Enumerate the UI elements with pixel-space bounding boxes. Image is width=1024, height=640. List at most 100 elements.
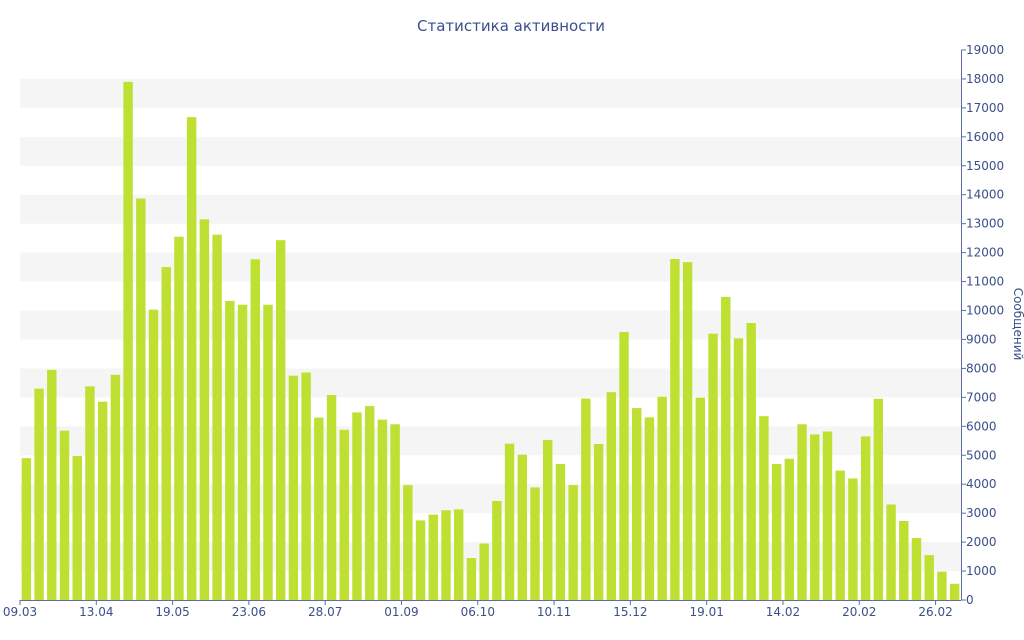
y-tick-label: 10000 (966, 304, 1004, 318)
x-tick-label: 06.10 (461, 605, 495, 619)
y-tick-label: 8000 (966, 361, 997, 375)
bar (860, 436, 871, 600)
bar (543, 439, 553, 600)
bar (644, 417, 655, 600)
x-tick-label: 23.06 (232, 605, 266, 619)
bar (250, 259, 260, 600)
grid-band (20, 252, 961, 282)
bar (225, 300, 235, 600)
bar (835, 470, 845, 600)
x-tick-label: 15.12 (613, 605, 647, 619)
chart-title: Статистика активности (417, 17, 605, 35)
x-tick-label: 14.02 (766, 605, 800, 619)
bar (632, 408, 642, 600)
bar (682, 262, 693, 600)
y-tick-label: 13000 (966, 217, 1004, 231)
bar (339, 429, 349, 600)
bar (174, 236, 184, 601)
x-tick-label: 09.03 (3, 605, 37, 619)
bar (123, 81, 133, 600)
grid-band (20, 310, 961, 340)
bar (301, 372, 311, 600)
bar (72, 455, 82, 600)
bar (34, 388, 44, 600)
bar (326, 395, 337, 600)
bar (886, 504, 896, 600)
grid-band (20, 484, 961, 514)
grid-band (20, 194, 961, 224)
bar (148, 309, 159, 600)
y-tick-label: 5000 (966, 448, 997, 462)
bar (517, 454, 527, 600)
y-tick-label: 12000 (966, 246, 1004, 260)
bar (810, 434, 820, 600)
y-tick-label: 11000 (966, 275, 1004, 289)
grid-band (20, 136, 961, 166)
bar (377, 419, 388, 600)
bar (186, 117, 197, 600)
bar (199, 219, 210, 600)
bar (899, 520, 909, 600)
bar (746, 322, 756, 600)
bar (97, 401, 108, 600)
bar (212, 234, 222, 600)
grid-band (20, 368, 961, 398)
bar (911, 538, 922, 600)
y-tick-label: 7000 (966, 390, 997, 404)
bar (555, 463, 566, 600)
x-tick-label: 19.01 (689, 605, 723, 619)
y-tick-label: 6000 (966, 419, 997, 433)
grid-bands (20, 78, 961, 572)
x-tick-label: 13.04 (79, 605, 113, 619)
y-tick-label: 14000 (966, 188, 1004, 202)
y-axis: 0 1000 2000 3000 4000 5000 6000 7000 8000 9000 100… (961, 43, 1004, 607)
bar (771, 463, 782, 600)
bar (848, 478, 858, 600)
bar (136, 198, 146, 600)
bar (606, 392, 617, 600)
bar (759, 416, 769, 600)
y-tick-label: 19000 (966, 43, 1004, 57)
bar (619, 331, 629, 600)
bar (314, 417, 324, 600)
y-tick-label: 15000 (966, 159, 1004, 173)
x-tick-label: 01.09 (384, 605, 418, 619)
x-axis: 09.03 13.04 19.05 23.06 28.07 01.09 06.10 10.11… (3, 600, 961, 619)
bar (949, 583, 960, 600)
bar (441, 510, 451, 600)
y-tick-label: 1000 (966, 564, 997, 578)
bar (873, 398, 884, 600)
x-tick-label: 10.11 (537, 605, 571, 619)
bar (797, 424, 807, 600)
bar (364, 406, 375, 600)
bar (568, 485, 578, 600)
bar (733, 338, 744, 600)
y-tick-label: 0 (966, 593, 974, 607)
bar (708, 333, 718, 600)
y-tick-label: 3000 (966, 506, 997, 520)
bar (454, 509, 464, 600)
bar (721, 296, 731, 600)
bar (415, 520, 426, 600)
bar (110, 374, 121, 600)
y-tick-label: 16000 (966, 130, 1004, 144)
bar (275, 240, 286, 600)
bar (352, 412, 362, 600)
bar (161, 267, 171, 600)
bar (85, 386, 95, 600)
bar (937, 571, 947, 600)
y-tick-label: 18000 (966, 72, 1004, 86)
y-tick-label: 9000 (966, 332, 997, 346)
bar (263, 304, 273, 600)
y-tick-label: 17000 (966, 101, 1004, 115)
x-tick-label: 19.05 (155, 605, 189, 619)
bar (492, 501, 502, 600)
bar (924, 555, 934, 600)
x-tick-label: 28.07 (308, 605, 342, 619)
bar (59, 430, 70, 600)
bar (822, 431, 833, 600)
bar-series (21, 81, 960, 601)
x-tick-label: 26.02 (918, 605, 952, 619)
bar (593, 443, 604, 600)
